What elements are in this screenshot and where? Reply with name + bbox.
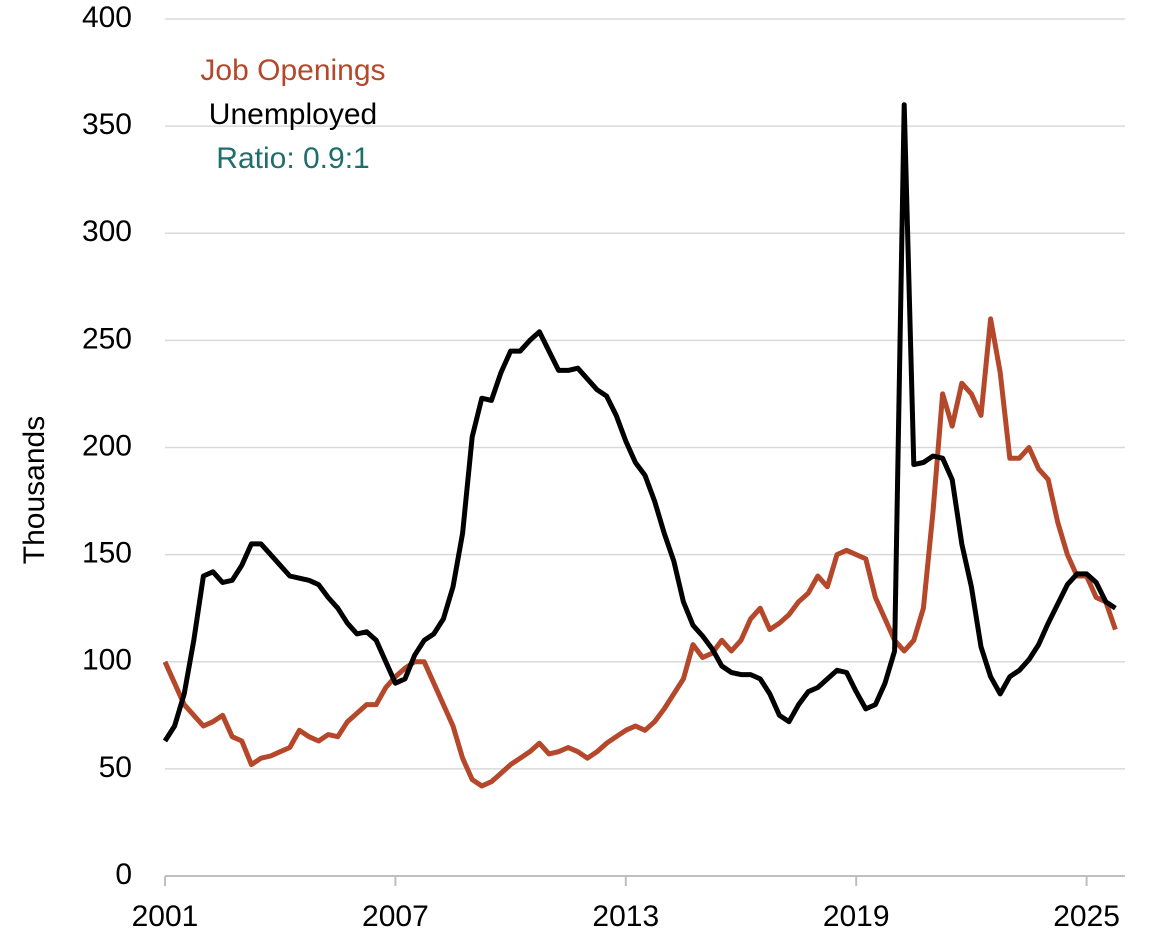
y-tick-label: 150 [82,537,132,570]
x-tick-label: 2007 [362,900,429,933]
series-line [162,316,1118,789]
y-tick-label: 250 [82,322,132,355]
y-tick-label: 0 [115,858,132,891]
y-axis-label: Thousands [18,416,51,564]
y-tick-label: 200 [82,429,132,462]
y-tick-label: 100 [82,644,132,677]
y-tick-label: 400 [82,1,132,34]
y-tick-label: 300 [82,215,132,248]
y-tick-label: 350 [82,108,132,141]
x-tick-label: 2013 [592,900,659,933]
y-tick-label: 50 [99,751,132,784]
legend-entry: Unemployed [209,98,377,131]
x-tick-label: 2025 [1053,900,1120,933]
annotation: Ratio: 0.9:1 [216,142,369,175]
series-line [162,102,1117,743]
x-tick-label: 2001 [132,900,199,933]
x-tick-label: 2019 [823,900,890,933]
legend-entry: Job Openings [200,54,385,87]
